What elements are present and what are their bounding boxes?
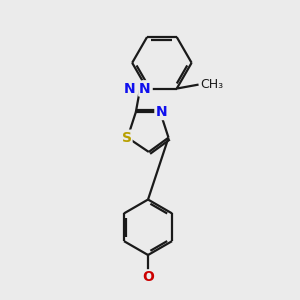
Text: N: N bbox=[139, 82, 151, 96]
Text: CH₃: CH₃ bbox=[200, 78, 224, 91]
Text: O: O bbox=[142, 270, 154, 284]
Text: H: H bbox=[143, 81, 152, 94]
Text: N: N bbox=[124, 82, 136, 96]
Text: S: S bbox=[122, 130, 131, 145]
Text: N: N bbox=[155, 105, 167, 119]
Text: H: H bbox=[143, 273, 153, 286]
